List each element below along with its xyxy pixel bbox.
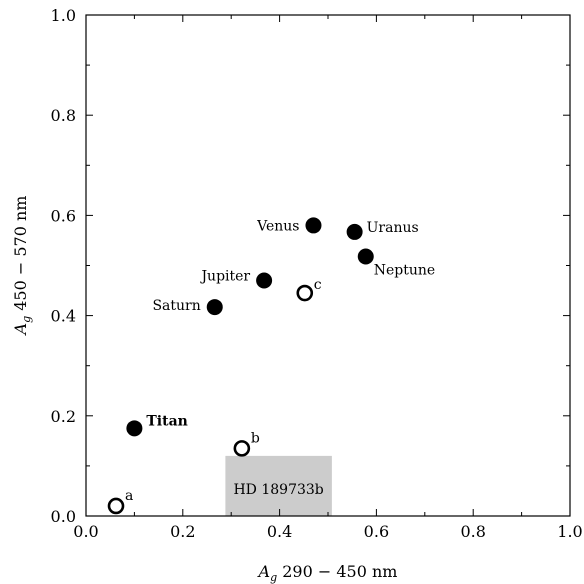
- shaded-region-label: HD 189733b: [233, 482, 323, 498]
- point-label-neptune: Neptune: [374, 262, 435, 278]
- y-axis-label: Ag 450 − 570 nm: [11, 196, 33, 337]
- open-point-b: [233, 440, 251, 457]
- y-tick-label: 1.0: [51, 6, 76, 25]
- x-tick-label: 0.4: [267, 522, 292, 541]
- point-label-c: c: [314, 277, 322, 293]
- point-titan: [126, 420, 143, 437]
- shaded-region: [225, 455, 332, 516]
- open-point-a: [107, 497, 125, 515]
- point-label-a: a: [125, 488, 133, 504]
- point-label-titan: Titan: [146, 413, 187, 429]
- plot-frame: [85, 14, 571, 517]
- y-tick-label: 0.2: [51, 407, 76, 426]
- x-tick-label: 0.0: [73, 522, 98, 541]
- point-saturn: [206, 299, 223, 316]
- y-tick-label: 0.4: [51, 307, 76, 326]
- point-label-venus: Venus: [256, 218, 299, 234]
- point-label-b: b: [251, 430, 260, 446]
- point-label-uranus: Uranus: [367, 220, 419, 236]
- point-label-jupiter: Jupiter: [199, 269, 250, 285]
- y-tick-label: 0.0: [51, 507, 76, 526]
- y-tick-label: 0.8: [51, 106, 76, 125]
- point-label-saturn: Saturn: [152, 298, 200, 314]
- open-point-c: [296, 284, 314, 302]
- point-neptune: [357, 248, 374, 265]
- point-jupiter: [256, 272, 273, 289]
- x-tick-label: 1.0: [557, 522, 582, 541]
- x-tick-label: 0.2: [170, 522, 195, 541]
- x-tick-label: 0.6: [364, 522, 389, 541]
- point-venus: [305, 217, 322, 234]
- y-tick-label: 0.6: [51, 206, 76, 225]
- x-axis-label: Ag 290 − 450 nm: [257, 562, 398, 584]
- point-uranus: [346, 223, 363, 240]
- x-tick-label: 0.8: [460, 522, 485, 541]
